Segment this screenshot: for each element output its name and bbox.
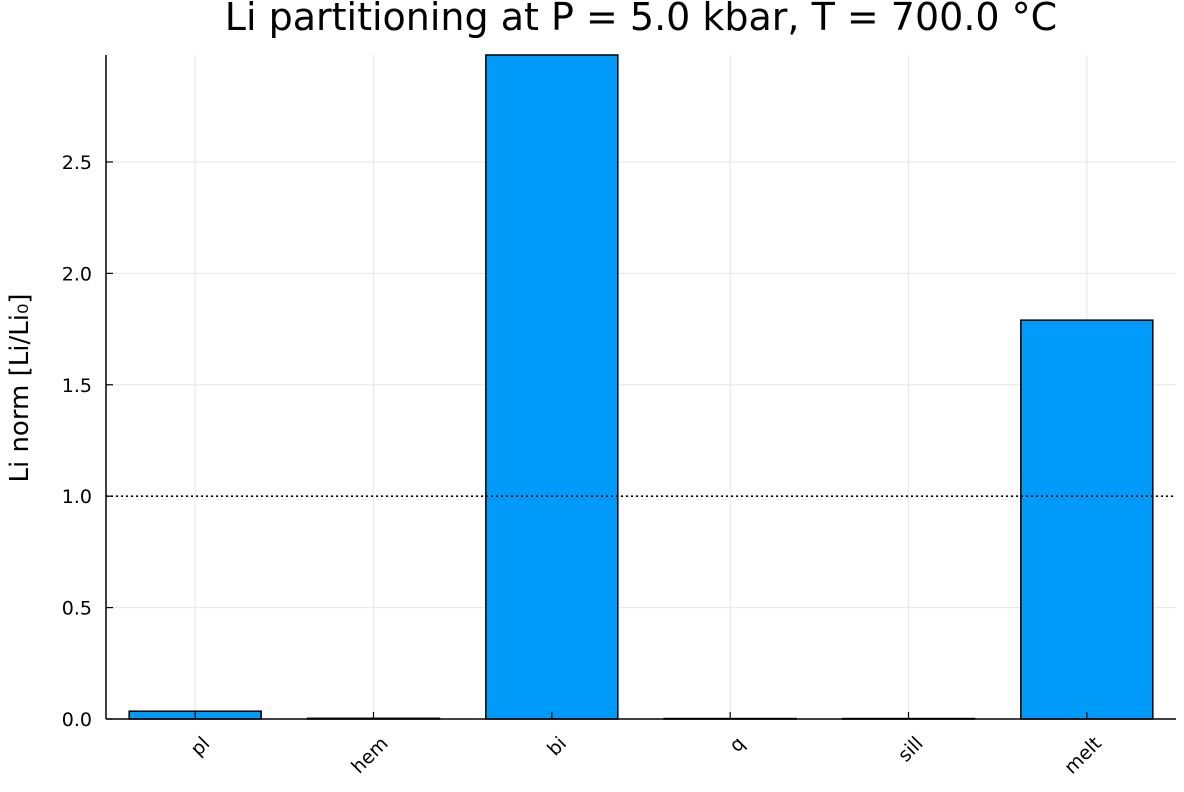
grid xyxy=(106,55,1176,720)
y-tick-label: 2.0 xyxy=(62,263,92,285)
x-tick-label: bi xyxy=(543,733,571,761)
x-tick-label: hem xyxy=(347,733,392,778)
y-tick-label: 1.5 xyxy=(62,375,92,397)
x-tick-label: melt xyxy=(1060,733,1106,779)
bars xyxy=(128,54,1154,720)
x-tick-label: q xyxy=(725,733,749,757)
chart-title: Li partitioning at P = 5.0 kbar, T = 700… xyxy=(225,0,1057,39)
bar-bi xyxy=(485,54,619,720)
y-ticks: 0.0 0.5 1.0 1.5 2.0 2.5 xyxy=(62,152,113,731)
x-tick-label: sill xyxy=(894,733,928,767)
y-tick-label: 1.0 xyxy=(62,486,92,508)
y-tick-label: 0.0 xyxy=(62,709,92,731)
y-tick-label: 0.5 xyxy=(62,598,92,620)
bar-melt xyxy=(1020,319,1154,720)
y-tick-label: 2.5 xyxy=(62,152,92,174)
x-tick-label: pl xyxy=(186,733,214,761)
y-axis-label: Li norm [Li/Li₀] xyxy=(5,293,35,482)
axes xyxy=(105,55,1176,720)
x-ticks: pl hem bi q sill melt xyxy=(186,712,1106,779)
